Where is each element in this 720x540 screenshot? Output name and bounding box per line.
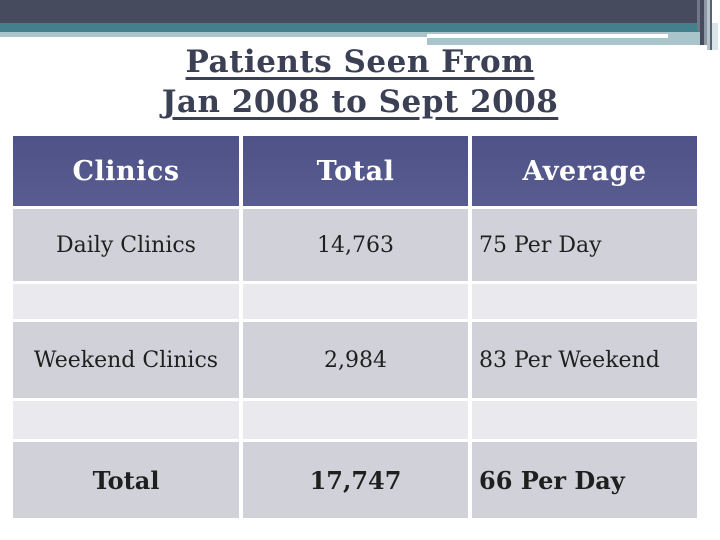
spacer-cell	[472, 401, 697, 439]
cell-weekend-total: 2,984	[243, 322, 468, 398]
cell-daily-total: 14,763	[243, 209, 468, 281]
slide-title-line-2: Jan 2008 to Sept 2008	[161, 84, 559, 120]
cell-total-total: 17,747	[243, 442, 468, 518]
banner-pinstripe-5	[710, 0, 712, 50]
slide-title: Patients Seen From Jan 2008 to Sept 2008	[0, 42, 720, 122]
spacer-cell	[243, 284, 468, 319]
cell-total-average: 66 Per Day	[472, 442, 697, 518]
banner-pinstripe-3	[704, 0, 707, 45]
spacer-cell	[243, 401, 468, 439]
banner-pinstripe-2	[700, 0, 704, 45]
cell-weekend-clinics-label: Weekend Clinics	[13, 322, 239, 398]
banner-light-band-under	[427, 37, 668, 45]
spacer-cell	[13, 401, 239, 439]
cell-daily-clinics-label: Daily Clinics	[13, 209, 239, 281]
banner-pinstripe-1	[697, 0, 700, 31]
spacer-cell	[13, 284, 239, 319]
banner-pinstripe-4	[707, 0, 710, 50]
banner-dark-bar	[0, 0, 697, 23]
banner-light-band-left	[0, 31, 427, 37]
banner-light-band-sliver	[427, 31, 668, 34]
patients-table: Clinics Total Average Daily Clinics 14,7…	[13, 136, 697, 518]
spacer-cell	[472, 284, 697, 319]
header-cell-average: Average	[472, 136, 697, 206]
banner-teal-band	[0, 23, 705, 32]
cell-daily-average: 75 Per Day	[472, 209, 697, 281]
header-cell-clinics: Clinics	[13, 136, 239, 206]
cell-total-label: Total	[13, 442, 239, 518]
slide-title-line-1: Patients Seen From	[185, 44, 535, 80]
header-cell-total: Total	[243, 136, 468, 206]
banner-corner-block	[712, 23, 718, 50]
cell-weekend-average: 83 Per Weekend	[472, 322, 697, 398]
